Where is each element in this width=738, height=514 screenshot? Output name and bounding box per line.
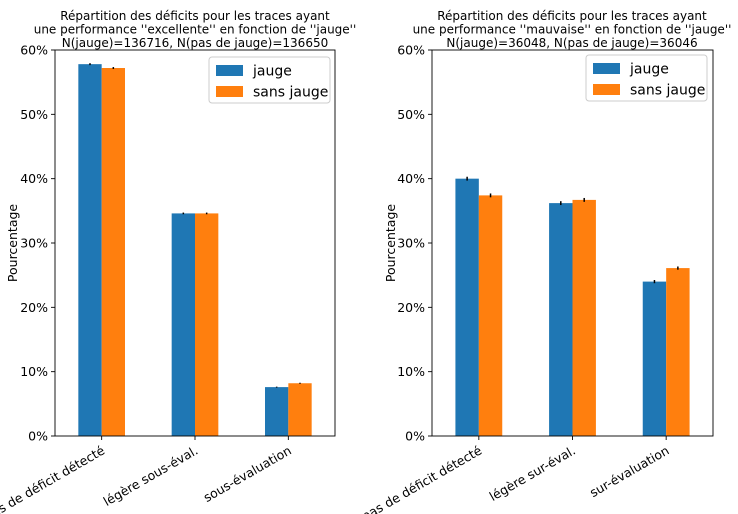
chart-panel-2: Répartition des déficits pour les traces… [359,9,731,514]
x-tick-label: sous-évaluation [201,443,294,505]
chart-title-line: N(jauge)=36048, N(pas de jauge)=36046 [446,36,697,50]
bar-sans-jauge-2 [195,213,219,436]
bar-jauge-2 [549,203,573,436]
chart-title-line: une performance ''excellente'' en foncti… [34,23,357,37]
y-tick-label: 0% [28,429,48,444]
y-tick-label: 50% [397,107,425,122]
legend-label-jauge: jauge [629,62,669,78]
chart-title-line: Répartition des déficits pour les traces… [60,9,330,23]
bar-sans-jauge-2 [572,199,596,436]
y-tick-label: 20% [20,300,48,315]
y-tick-label: 10% [397,364,425,379]
chart-panel-1: Répartition des déficits pour les traces… [0,9,356,514]
y-tick-label: 60% [397,43,425,58]
bar-sans-jauge-3 [288,383,312,436]
x-tick-label: sur-évaluation [587,443,672,501]
chart-title-line: Répartition des déficits pour les traces… [437,9,707,23]
x-tick-label: pas de déficit détecté [0,442,107,514]
chart-title-line: N(jauge)=136716, N(pas de jauge)=136650 [62,36,328,50]
y-tick-label: 30% [397,236,425,251]
legend-swatch-sans-jauge [593,84,620,95]
bar-jauge-2 [171,213,195,436]
y-axis-label: Pourcentage [383,204,398,283]
y-tick-label: 0% [405,429,425,444]
y-tick-label: 40% [20,171,48,186]
bar-jauge-3 [265,387,289,436]
legend-swatch-jauge [593,63,620,74]
x-tick-label: légère sous-éval. [101,443,201,509]
bar-sans-jauge-1 [101,68,125,436]
legend-swatch-sans-jauge [216,86,243,97]
legend-label-jauge: jauge [252,64,292,80]
legend-label-sans-jauge: sans jauge [253,85,328,101]
legend: jauge sans jauge [585,54,708,102]
chart-title-line: une performance ''mauvaise'' en fonction… [413,23,732,37]
y-tick-label: 60% [20,43,48,58]
y-tick-label: 10% [20,364,48,379]
legend-label-sans-jauge: sans jauge [630,83,705,99]
bar-jauge-3 [642,281,667,436]
bar-sans-jauge-1 [478,195,503,436]
y-tick-label: 30% [20,236,48,251]
y-axis-label: Pourcentage [5,204,20,283]
y-tick-label: 40% [397,171,425,186]
bar-sans-jauge-3 [666,268,690,436]
legend-swatch-jauge [216,65,243,76]
y-tick-label: 20% [397,300,425,315]
x-tick-label: pas de déficit détecté [359,442,485,514]
bar-jauge-1 [455,178,479,436]
y-tick-label: 50% [20,107,48,122]
x-tick-label: légère sur-éval. [487,443,578,504]
legend: jauge sans jauge [208,56,331,104]
bar-jauge-1 [78,64,102,437]
